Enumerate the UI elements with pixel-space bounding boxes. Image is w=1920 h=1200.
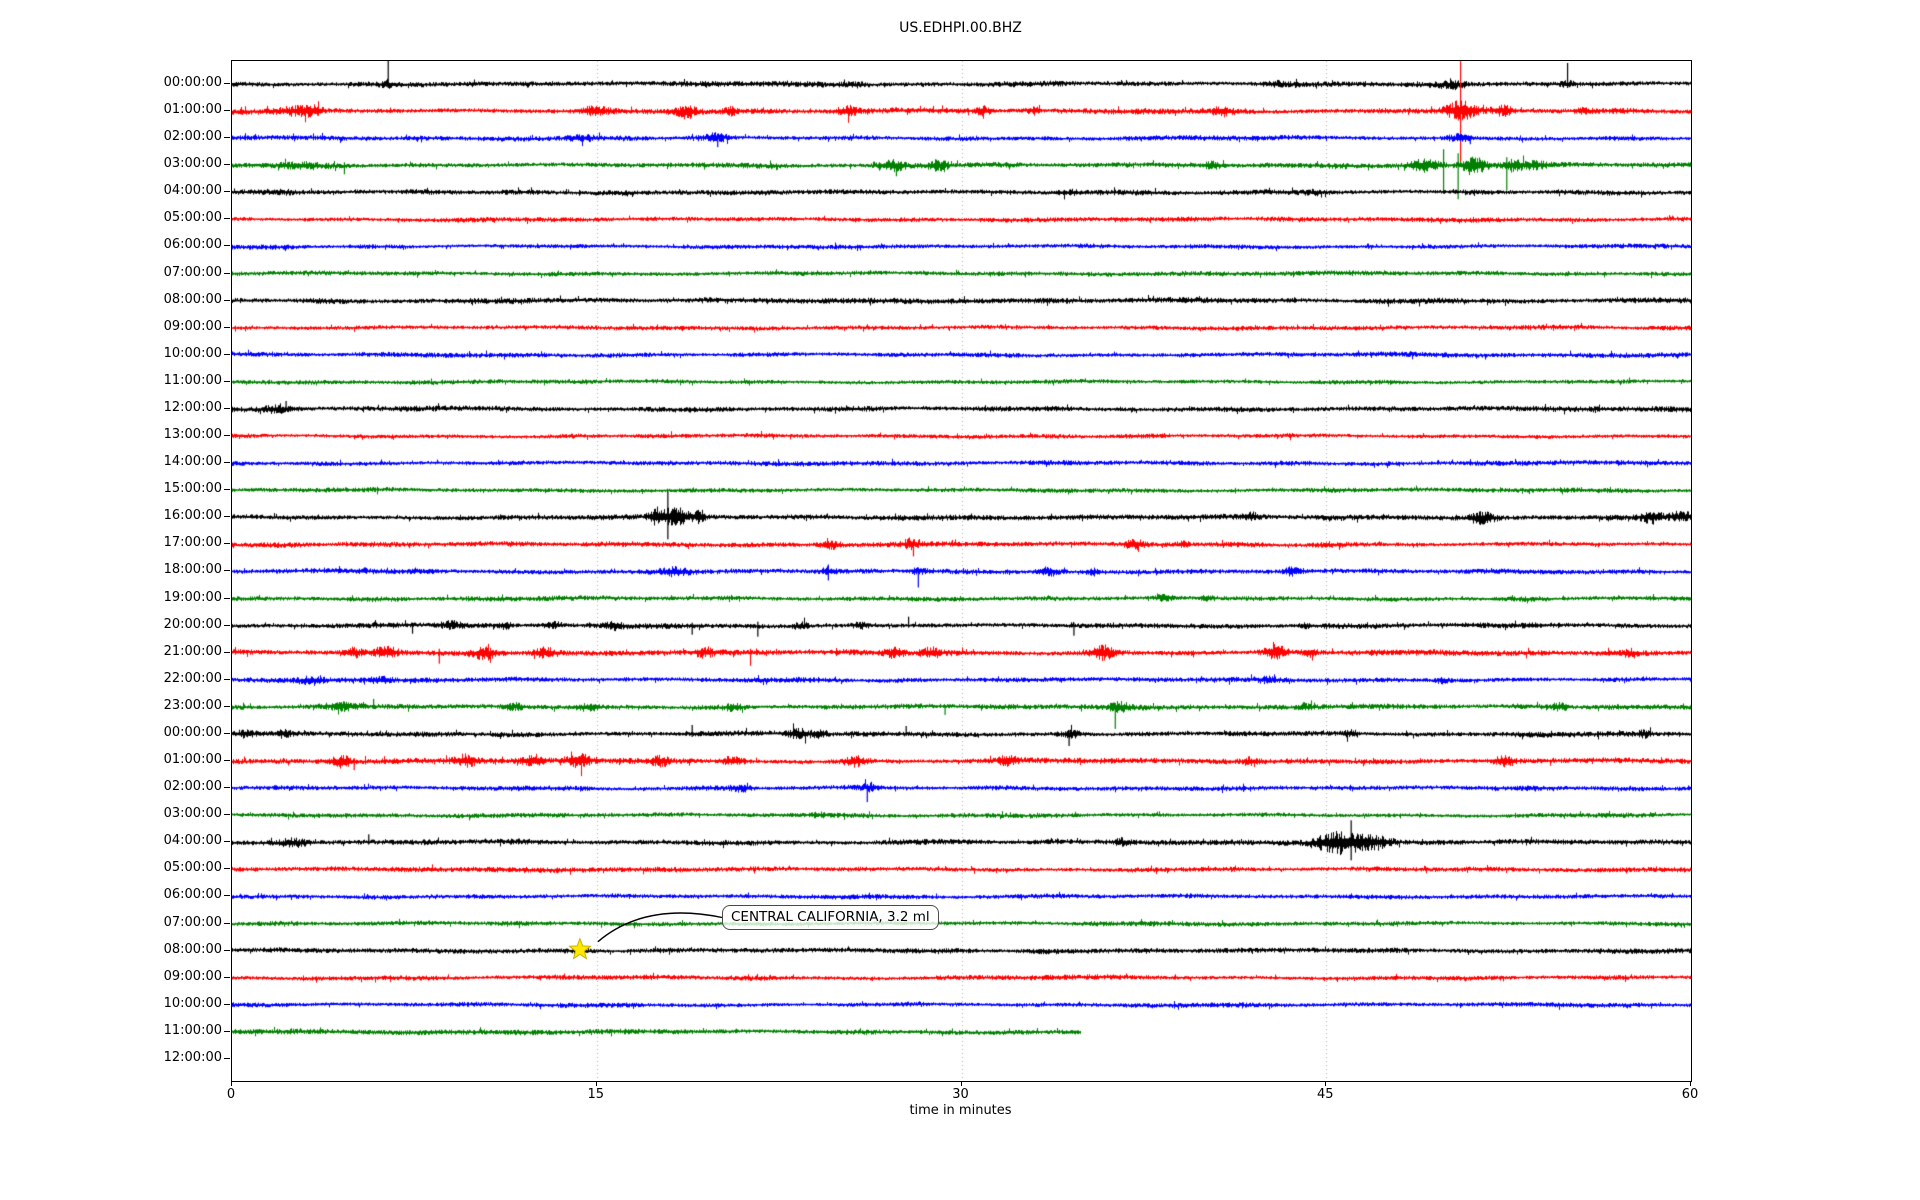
y-tick-label: 07:00:00 <box>163 264 222 280</box>
y-tick-label: 06:00:00 <box>163 887 222 903</box>
y-tick-label: 08:00:00 <box>163 291 222 307</box>
y-tick-label: 08:00:00 <box>163 941 222 957</box>
y-tick-label: 12:00:00 <box>163 399 222 415</box>
y-tick-mark <box>224 137 230 139</box>
y-tick-label: 03:00:00 <box>163 156 222 172</box>
y-tick-label: 17:00:00 <box>163 535 222 551</box>
y-tick-mark <box>224 651 230 653</box>
x-tick-mark <box>596 1081 597 1086</box>
y-tick-label: 06:00:00 <box>163 237 222 253</box>
x-tick-label: 45 <box>1316 1087 1334 1102</box>
x-tick-label: 60 <box>1681 1087 1699 1102</box>
y-tick-label: 07:00:00 <box>163 914 222 930</box>
y-tick-mark <box>224 976 230 978</box>
event-annotation-text: CENTRAL CALIFORNIA, 3.2 ml <box>731 909 930 925</box>
plot-area <box>231 60 1692 1082</box>
y-tick-label: 13:00:00 <box>163 427 222 443</box>
y-tick-label: 00:00:00 <box>163 75 222 90</box>
y-tick-mark <box>224 624 230 626</box>
y-tick-label: 10:00:00 <box>163 345 222 361</box>
y-tick-mark <box>224 1003 230 1005</box>
y-tick-label: 15:00:00 <box>163 481 222 497</box>
y-tick-label: 16:00:00 <box>163 508 222 524</box>
y-tick-label: 05:00:00 <box>163 860 222 876</box>
y-tick-mark <box>224 868 230 870</box>
x-tick-mark <box>1690 1081 1691 1086</box>
y-tick-mark <box>224 407 230 409</box>
y-tick-mark <box>224 326 230 328</box>
y-tick-mark <box>224 218 230 220</box>
y-tick-label: 10:00:00 <box>163 995 222 1011</box>
y-tick-label: 20:00:00 <box>163 616 222 632</box>
y-tick-mark <box>224 922 230 924</box>
y-tick-mark <box>224 435 230 437</box>
y-tick-label: 01:00:00 <box>163 752 222 768</box>
y-tick-mark <box>224 1030 230 1032</box>
y-tick-mark <box>224 380 230 382</box>
y-tick-mark <box>224 83 230 84</box>
x-tick-label: 30 <box>952 1087 969 1102</box>
y-tick-label: 11:00:00 <box>163 372 222 388</box>
y-tick-mark <box>224 245 230 247</box>
x-tick-mark <box>1325 1081 1326 1086</box>
event-annotation-callout: CENTRAL CALIFORNIA, 3.2 ml <box>722 905 939 930</box>
y-tick-label: 09:00:00 <box>163 318 222 334</box>
y-tick-mark <box>224 570 230 572</box>
x-tick-label: 0 <box>226 1087 236 1102</box>
y-tick-mark <box>224 787 230 789</box>
y-tick-mark <box>224 705 230 707</box>
y-tick-mark <box>224 814 230 816</box>
y-tick-label: 04:00:00 <box>163 183 222 199</box>
y-tick-mark <box>224 760 230 762</box>
y-tick-label: 23:00:00 <box>163 697 222 713</box>
y-tick-label: 01:00:00 <box>163 102 222 118</box>
x-tick-label: 15 <box>587 1087 605 1102</box>
y-tick-mark <box>224 489 230 491</box>
y-tick-mark <box>224 1057 230 1059</box>
y-tick-label: 05:00:00 <box>163 210 222 226</box>
x-tick-mark <box>961 1081 962 1086</box>
y-tick-label: 22:00:00 <box>163 670 222 686</box>
figure-title: US.EDHPI.00.BHZ <box>899 20 1022 36</box>
y-tick-mark <box>224 110 230 112</box>
y-tick-label: 14:00:00 <box>163 454 222 470</box>
x-tick-mark <box>231 1081 232 1086</box>
y-tick-label: 12:00:00 <box>163 1049 222 1065</box>
y-tick-mark <box>224 272 230 274</box>
y-tick-label: 02:00:00 <box>163 129 222 145</box>
y-tick-mark <box>224 353 230 355</box>
y-tick-mark <box>224 543 230 545</box>
y-tick-mark <box>224 299 230 301</box>
y-tick-label: 19:00:00 <box>163 589 222 605</box>
y-tick-mark <box>224 462 230 464</box>
trace-canvas <box>232 61 1691 1081</box>
x-axis-label: time in minutes <box>909 1103 1012 1118</box>
y-tick-label: 02:00:00 <box>163 779 222 795</box>
y-tick-mark <box>224 597 230 599</box>
y-tick-mark <box>224 191 230 193</box>
y-tick-label: 18:00:00 <box>163 562 222 578</box>
y-tick-mark <box>224 895 230 897</box>
y-tick-label: 11:00:00 <box>163 1022 222 1038</box>
y-tick-label: 09:00:00 <box>163 968 222 984</box>
y-tick-label: 00:00:00 <box>163 724 222 740</box>
y-tick-mark <box>224 949 230 951</box>
y-tick-mark <box>224 841 230 843</box>
y-tick-mark <box>224 732 230 734</box>
y-tick-label: 21:00:00 <box>163 643 222 659</box>
y-tick-mark <box>224 164 230 166</box>
y-tick-mark <box>224 678 230 680</box>
y-tick-label: 03:00:00 <box>163 806 222 822</box>
y-tick-mark <box>224 516 230 518</box>
y-tick-label: 04:00:00 <box>163 833 222 849</box>
